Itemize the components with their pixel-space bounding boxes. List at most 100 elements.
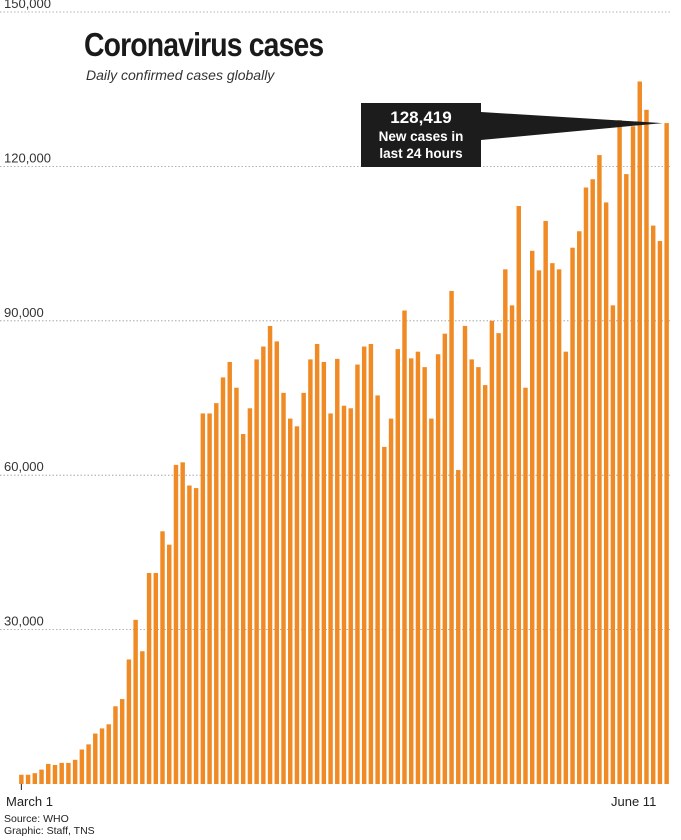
source-line: Source: WHO	[4, 813, 69, 825]
bar	[630, 126, 636, 784]
bar	[119, 699, 125, 784]
bar	[200, 413, 206, 784]
bar	[341, 405, 347, 784]
bar	[597, 155, 602, 784]
callout-line-2: last 24 hours	[379, 146, 463, 161]
bar	[388, 418, 394, 784]
bar	[476, 367, 481, 784]
bar	[99, 728, 105, 784]
x-tick-label: June 11	[611, 794, 656, 809]
bar	[529, 250, 535, 784]
bar	[79, 749, 85, 784]
bar	[240, 434, 246, 784]
bar	[288, 418, 293, 784]
gridlines	[0, 11, 670, 630]
bar	[207, 413, 212, 784]
bar	[435, 354, 441, 784]
bar	[415, 351, 421, 784]
bar	[314, 343, 320, 784]
y-tick-label: 90,000	[4, 305, 44, 320]
bar	[422, 367, 427, 784]
bar	[462, 325, 468, 784]
bar	[509, 305, 515, 784]
bar	[523, 387, 528, 784]
bars	[19, 81, 669, 785]
credit-line: Graphic: Staff, TNS	[4, 825, 95, 837]
bar	[66, 762, 71, 784]
bar	[261, 346, 266, 784]
bar	[214, 403, 219, 784]
bar	[234, 387, 239, 784]
bar	[603, 202, 609, 784]
latest-value-callout: 128,419 New cases in last 24 hours	[361, 103, 481, 167]
bar	[294, 426, 300, 784]
bar	[657, 241, 663, 784]
chart-title: Coronavirus cases	[84, 26, 324, 63]
bar	[583, 187, 589, 784]
bar	[113, 706, 118, 784]
bar	[86, 744, 91, 784]
y-tick-label: 60,000	[4, 459, 44, 474]
bar	[39, 769, 44, 784]
bar	[133, 619, 138, 784]
bar	[429, 418, 434, 784]
bar	[456, 470, 461, 784]
y-axis-tick-labels: 30,000 60,000 90,000 120,000 150,000	[4, 0, 51, 629]
source-credit: Source: WHO Graphic: Staff, TNS	[4, 813, 95, 837]
bar	[361, 346, 367, 784]
bar	[220, 377, 226, 784]
bar	[335, 358, 340, 784]
bar	[355, 364, 360, 784]
bar	[146, 572, 152, 784]
bar	[180, 462, 185, 784]
bar	[247, 408, 253, 784]
bar	[227, 361, 232, 784]
callout-line-1: New cases in	[378, 129, 464, 144]
bar	[496, 333, 501, 784]
bar	[644, 109, 649, 785]
bar	[153, 572, 159, 784]
bar	[187, 485, 192, 784]
bar	[254, 359, 259, 784]
bar	[382, 446, 387, 784]
bar	[308, 359, 313, 784]
bar	[52, 764, 58, 784]
y-tick-label: 120,000	[4, 150, 51, 165]
bar	[664, 123, 669, 784]
bar	[126, 659, 132, 784]
bar	[577, 231, 582, 784]
bar	[106, 724, 111, 784]
bar	[72, 759, 78, 784]
bar	[348, 408, 353, 784]
bar	[563, 351, 569, 784]
y-tick-label: 30,000	[4, 614, 44, 629]
bar	[46, 763, 51, 784]
callout-value: 128,419	[390, 108, 452, 127]
bar	[32, 773, 38, 784]
bar	[274, 341, 280, 784]
bar	[193, 488, 199, 784]
y-tick-label: 150,000	[4, 0, 51, 11]
bar	[489, 320, 495, 784]
x-axis-tick-labels: March 1 June 11	[6, 794, 656, 809]
callout-wedge	[481, 112, 663, 140]
bar	[449, 290, 454, 784]
bar	[469, 359, 474, 784]
bar	[301, 392, 306, 784]
bar	[503, 269, 508, 785]
chart-subtitle: Daily confirmed cases globally	[86, 67, 275, 83]
bar	[395, 349, 400, 784]
bar	[25, 774, 31, 784]
bar	[570, 247, 575, 785]
bar	[482, 385, 488, 784]
bar	[328, 413, 333, 784]
bar	[93, 733, 98, 784]
bar	[140, 651, 145, 784]
bar	[543, 220, 548, 784]
bar	[637, 81, 642, 785]
bar	[624, 174, 629, 784]
bar	[442, 333, 448, 784]
bar	[556, 269, 562, 785]
bar	[281, 392, 286, 784]
